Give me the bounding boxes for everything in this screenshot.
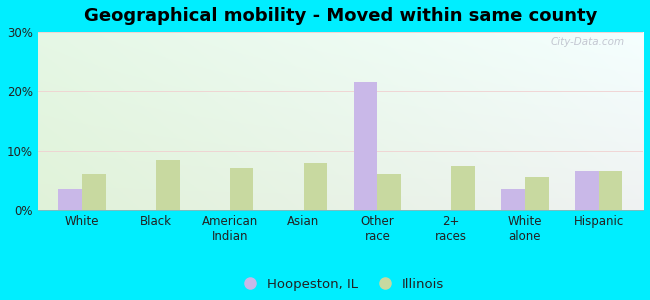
Bar bbox=[501, 189, 525, 210]
Title: Geographical mobility - Moved within same county: Geographical mobility - Moved within sam… bbox=[84, 7, 597, 25]
Bar bbox=[304, 163, 327, 210]
Bar bbox=[378, 174, 401, 210]
Bar bbox=[156, 160, 179, 210]
Bar bbox=[599, 171, 623, 210]
Legend: Hoopeston, IL, Illinois: Hoopeston, IL, Illinois bbox=[231, 272, 449, 296]
Bar bbox=[82, 174, 106, 210]
Text: City-Data.com: City-Data.com bbox=[551, 38, 625, 47]
Bar bbox=[58, 189, 82, 210]
Bar bbox=[229, 169, 254, 210]
Bar bbox=[451, 166, 474, 210]
Bar bbox=[354, 82, 378, 210]
Bar bbox=[575, 171, 599, 210]
Bar bbox=[525, 177, 549, 210]
